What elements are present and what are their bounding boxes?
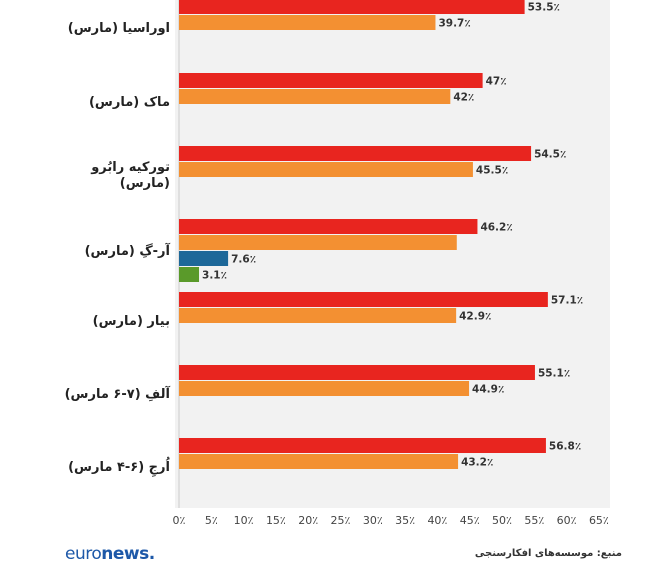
category-label: آر-گِ (مارس): [84, 244, 170, 259]
bar-value-label: 42٪: [453, 92, 474, 104]
bar: [179, 454, 459, 469]
bar-value-label: 45.5٪: [476, 165, 508, 177]
euronews-logo: euronews.: [65, 544, 155, 564]
x-tick-label: 20٪: [298, 514, 318, 527]
bar: [179, 292, 548, 307]
bar-value-label: 55.1٪: [538, 368, 570, 380]
bar-value-label: 44.9٪: [472, 384, 504, 396]
bar: [179, 381, 470, 396]
bar: [179, 162, 473, 177]
x-tick-label: 45٪: [460, 514, 480, 527]
bar-value-label: 46.2٪: [480, 222, 512, 234]
x-tick-label: 0٪: [173, 514, 186, 527]
bar-value-label: 39.7٪: [438, 18, 470, 30]
bar: [179, 235, 457, 250]
x-tick-label: 25٪: [331, 514, 351, 527]
x-tick-label: 35٪: [395, 514, 415, 527]
x-tick-label: 30٪: [363, 514, 383, 527]
bar-value-label: 57.1٪: [551, 295, 583, 307]
bar: [179, 15, 436, 30]
bar-value-label: 3.1٪: [202, 270, 227, 282]
source-note: منبع: موسسه‌های افکارسنجی: [474, 548, 622, 559]
bar: [179, 438, 546, 453]
bar-value-label: 42.9٪: [459, 311, 491, 323]
x-tick-label: 65٪: [589, 514, 609, 527]
category-label: اُرجِ (۶-۴ مارس): [68, 460, 170, 475]
bar: [179, 267, 200, 282]
bar-value-label: 47٪: [486, 76, 507, 88]
bar: [179, 308, 457, 323]
bar: [179, 146, 532, 161]
x-tick-label: 50٪: [492, 514, 512, 527]
category-label: تورکیه رابُرو (مارس): [91, 160, 170, 191]
bar-value-label: 56.8٪: [549, 441, 581, 453]
bar: [179, 365, 535, 380]
bar: [179, 89, 451, 104]
x-tick-label: 15٪: [266, 514, 286, 527]
category-label: آلفِ (۷-۶ مارس): [64, 387, 170, 402]
category-label: بیار (مارس): [92, 314, 170, 329]
x-tick-label: 10٪: [234, 514, 254, 527]
bar: [179, 0, 525, 14]
bar: [179, 73, 483, 88]
x-tick-label: 60٪: [557, 514, 577, 527]
x-tick-label: 5٪: [205, 514, 218, 527]
bar: [179, 219, 478, 234]
bar: [179, 251, 229, 266]
x-tick-label: 55٪: [524, 514, 544, 527]
category-label: ماک (مارس): [88, 95, 170, 110]
bar-value-label: 43.2٪: [461, 457, 493, 469]
bar-value-label: 53.5٪: [528, 2, 560, 14]
bar-value-label: 7.6٪: [231, 254, 256, 266]
category-label: اوراسیا (مارس): [67, 21, 170, 36]
x-tick-label: 40٪: [427, 514, 447, 527]
bar-value-label: 54.5٪: [534, 149, 566, 161]
